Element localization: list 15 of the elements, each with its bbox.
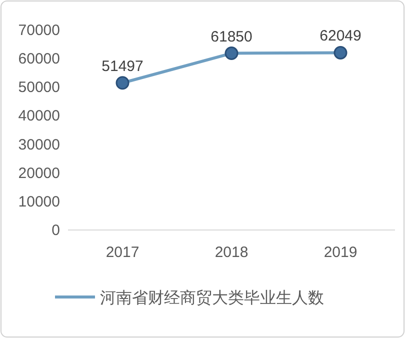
y-tick-label: 50000 [18, 79, 60, 96]
x-tick-label: 2018 [214, 244, 248, 261]
data-label: 61850 [210, 28, 252, 46]
x-tick-label: 2019 [324, 244, 358, 261]
y-tick-label: 40000 [18, 108, 60, 125]
data-label: 51497 [102, 58, 144, 75]
y-tick-label: 60000 [18, 50, 60, 68]
y-tick-label: 10000 [18, 193, 60, 210]
x-tick-label: 2017 [106, 244, 140, 261]
data-label: 62049 [320, 28, 362, 45]
y-tick-label: 30000 [18, 136, 60, 154]
y-tick-label: 70000 [18, 22, 60, 39]
legend-label: 河南省财经商贸大类毕业生人数 [100, 289, 324, 307]
y-tick-label: 0 [52, 222, 60, 239]
y-tick-label: 20000 [18, 164, 60, 182]
